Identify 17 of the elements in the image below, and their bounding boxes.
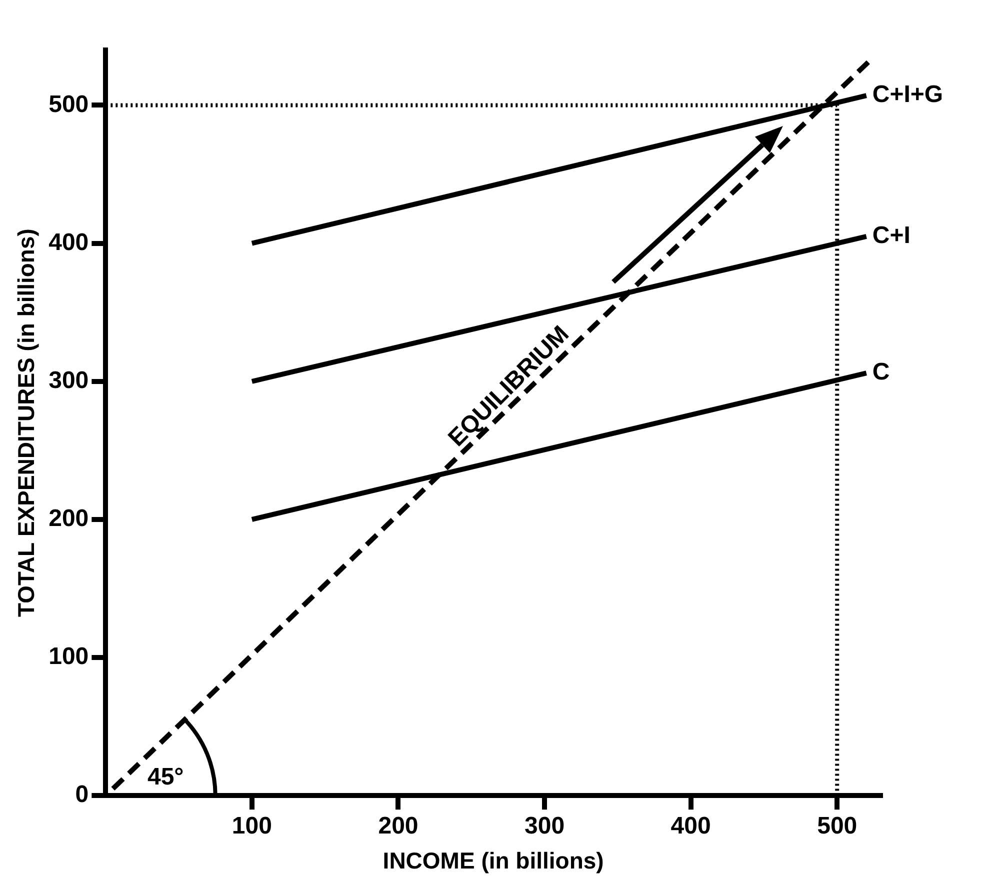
x-tick-label: 200 xyxy=(378,812,418,840)
x-tick-label: 400 xyxy=(670,812,711,840)
x-tick-label: 300 xyxy=(524,812,565,840)
x-tick-label: 500 xyxy=(817,812,858,840)
y-tick-label: 400 xyxy=(48,228,89,256)
y-tick-label: 100 xyxy=(48,643,89,670)
y-tick-label: 500 xyxy=(48,90,89,118)
series-label: C+I xyxy=(872,222,910,250)
series-label: C xyxy=(872,358,890,386)
y-tick-label: 300 xyxy=(48,367,89,394)
x-axis-title: INCOME (in billions) xyxy=(382,848,604,874)
series-label: C+I+G xyxy=(872,81,944,108)
y-tick-label: 0 xyxy=(75,781,89,808)
y-axis-title: TOTAL EXPENDITURES (in billions) xyxy=(13,228,40,618)
annotation: 45° xyxy=(147,763,184,790)
y-tick-label: 200 xyxy=(48,505,89,532)
x-tick-label: 100 xyxy=(232,812,272,840)
